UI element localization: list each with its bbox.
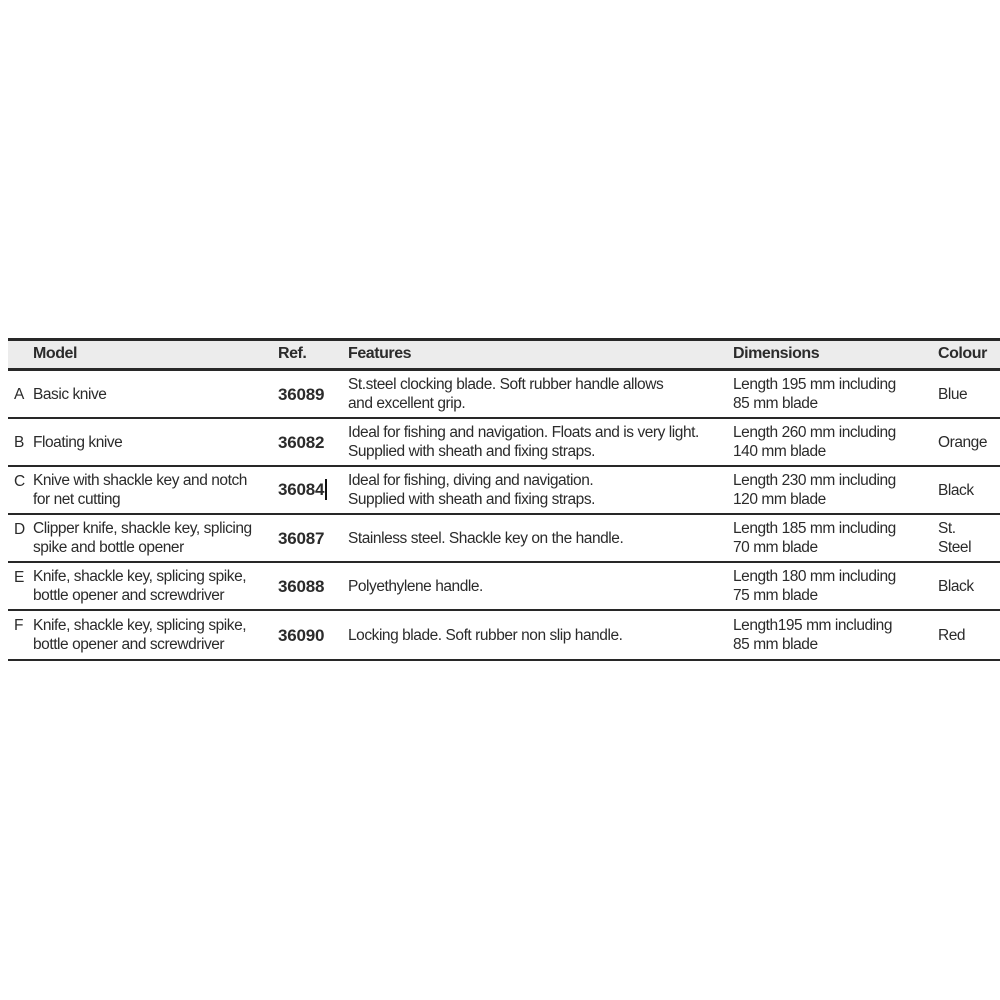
features-cell: Ideal for fishing and navigation. Floats… [348,424,699,460]
model-cell: Knife, shackle key, splicing spike, bott… [33,617,247,653]
header-features: Features [348,345,412,362]
header-ref: Ref. [278,345,307,362]
ref-cell-editing[interactable]: 36084 [278,476,348,504]
ref-cell: 36089 [278,384,325,404]
table-row-a: A Basic knive 36089 St.steel clocking bl… [8,371,1000,419]
row-letter: E [14,569,24,586]
features-cell: Polyethylene handle. [348,577,483,595]
model-cell: Clipper knife, shackle key, splicing spi… [33,520,252,556]
features-cell: St.steel clocking blade. Soft rubber han… [348,376,664,412]
table-row-c: C Knive with shackle key and notch for n… [8,467,1000,515]
ref-cell: 36088 [278,576,325,596]
colour-cell: Red [938,626,966,644]
ref-cell: 36090 [278,625,325,645]
dimensions-cell: Length 260 mm including 140 mm blade [733,424,896,460]
colour-cell: Black [938,577,974,595]
model-cell: Floating knive [33,433,123,451]
row-letter: A [14,385,24,403]
row-letter: F [14,617,24,634]
header-model: Model [33,345,77,362]
model-cell: Knife, shackle key, splicing spike, bott… [33,568,247,604]
table-row-b: B Floating knive 36082 Ideal for fishing… [8,419,1000,467]
knife-spec-table: Model Ref. Features Dimensions Colour A … [8,338,1000,661]
features-cell: Stainless steel. Shackle key on the hand… [348,529,624,547]
table-row-e: E Knife, shackle key, splicing spike, bo… [8,563,1000,611]
features-cell: Ideal for fishing, diving and navigation… [348,472,595,508]
dimensions-cell: Length195 mm including 85 mm blade [733,617,892,653]
ref-value: 36084 [278,480,325,500]
colour-cell: Orange [938,433,987,451]
table-row-d: D Clipper knife, shackle key, splicing s… [8,515,1000,563]
colour-cell: Black [938,481,974,499]
features-cell: Locking blade. Soft rubber non slip hand… [348,626,623,644]
text-cursor [325,478,328,500]
table-row-f: F Knife, shackle key, splicing spike, bo… [8,611,1000,659]
row-letter: D [14,521,25,538]
model-cell: Knive with shackle key and notch for net… [33,472,247,508]
colour-cell: St. Steel [938,520,972,556]
row-letter: B [14,433,24,451]
dimensions-cell: Length 230 mm including 120 mm blade [733,472,896,508]
ref-cell: 36082 [278,432,325,452]
row-letter: C [14,473,25,490]
dimensions-cell: Length 195 mm including 85 mm blade [733,376,896,412]
ref-cell: 36087 [278,528,325,548]
colour-cell: Blue [938,385,968,403]
model-cell: Basic knive [33,385,107,403]
header-letter-spacer [8,350,33,359]
header-dimensions: Dimensions [733,345,820,362]
dimensions-cell: Length 185 mm including 70 mm blade [733,520,896,556]
header-colour: Colour [938,345,987,362]
dimensions-cell: Length 180 mm including 75 mm blade [733,568,896,604]
table-header-row: Model Ref. Features Dimensions Colour [8,341,1000,371]
